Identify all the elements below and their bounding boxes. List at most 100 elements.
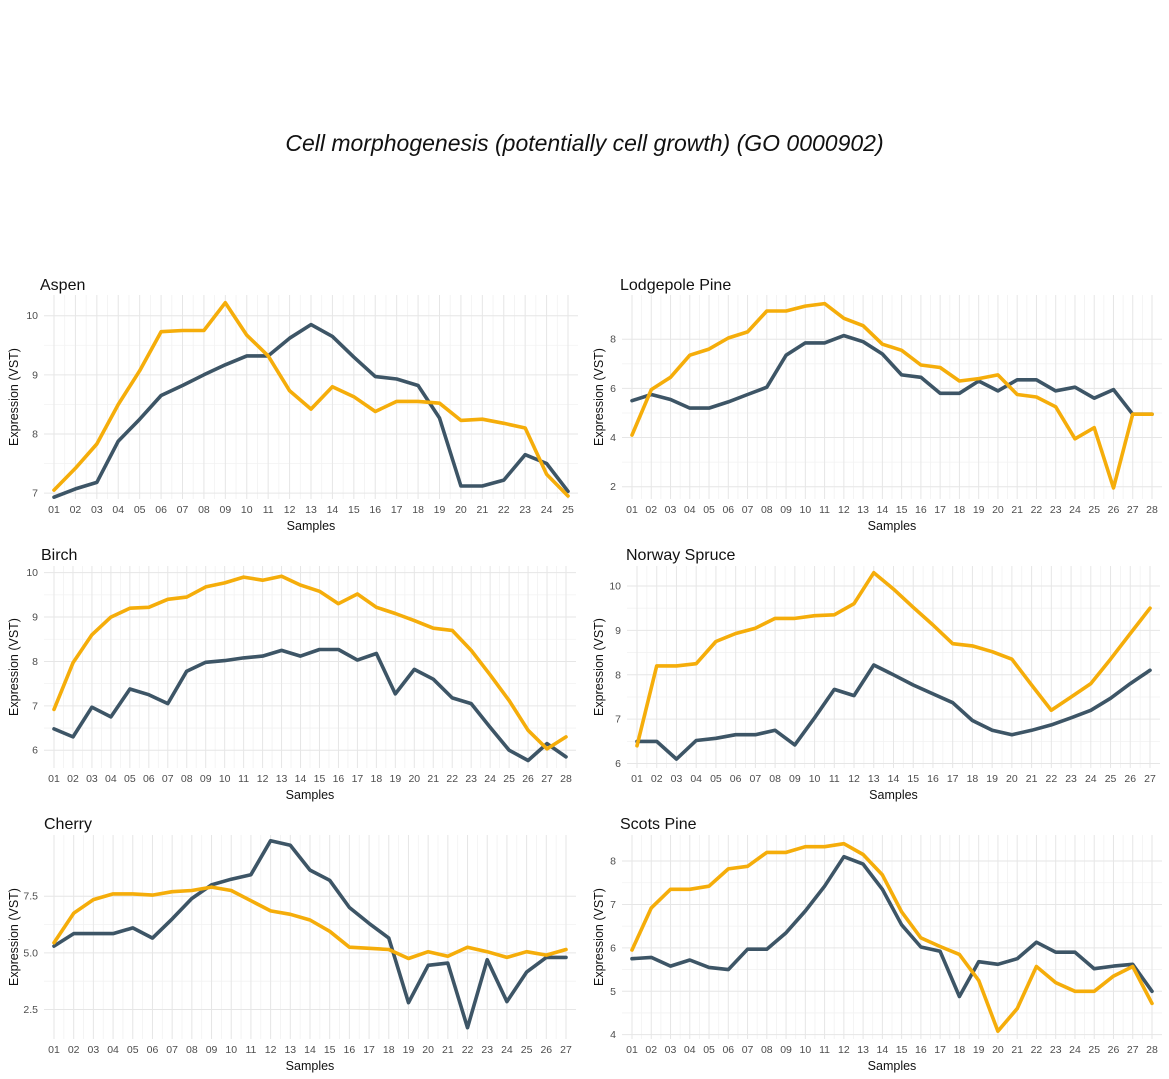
x-tick-label: 04 [112,504,124,516]
panel-aspen: 7 8 9 10 01 02 03 04 05 06 07 08 09 10 11 12 13 14 15 16 17 1… [7,277,578,533]
y-tick-label: 10 [26,310,38,322]
y-tick-label: 9 [32,369,38,381]
x-tick-label: 24 [501,1044,513,1056]
x-tick-label: 20 [408,773,420,785]
x-tick-label: 04 [107,1044,119,1056]
x-tick-label: 01 [48,504,60,516]
y-tick-label: 2.5 [23,1004,38,1016]
x-tick-label: 25 [503,773,515,785]
y-axis-label: Expression (VST) [7,348,21,446]
x-tick-label: 02 [645,504,657,516]
y-tick-label: 8 [32,428,38,440]
x-tick-label: 18 [412,504,424,516]
x-tick-label: 18 [954,1044,966,1056]
x-tick-label: 12 [838,1044,850,1056]
x-tick-label: 15 [896,1044,908,1056]
x-tick-label: 12 [265,1044,277,1056]
series-line-dark [630,854,1154,999]
x-tick-label: 14 [304,1044,316,1056]
x-tick-label: 08 [198,504,210,516]
y-tick-label: 7 [32,488,38,500]
x-tick-label: 24 [541,504,553,516]
x-tick-label: 25 [562,504,574,516]
x-tick-label: 19 [973,1044,985,1056]
y-tick-label: 8 [610,856,616,868]
x-tick-label: 06 [155,504,167,516]
x-tick-label: 25 [521,1044,533,1056]
x-axis-label: Samples [286,1059,335,1073]
x-tick-label: 07 [742,504,754,516]
x-tick-label: 02 [651,773,663,785]
figure-title: Cell morphogenesis (potentially cell gro… [285,130,884,156]
y-axis-label: Expression (VST) [592,348,606,446]
x-tick-label: 18 [954,504,966,516]
x-tick-label: 18 [371,773,383,785]
x-tick-label: 07 [750,773,762,785]
x-tick-label: 28 [560,773,572,785]
y-tick-label: 10 [26,567,38,579]
x-tick-label: 17 [947,773,959,785]
x-tick-label: 11 [245,1044,256,1056]
x-tick-label: 12 [848,773,860,785]
x-tick-label: 03 [91,504,103,516]
x-tick-label: 04 [690,773,702,785]
x-tick-label: 26 [1124,773,1136,785]
y-axis-label: Expression (VST) [7,888,21,986]
x-tick-label: 12 [284,504,296,516]
x-tick-label: 01 [626,504,638,516]
x-tick-label: 20 [455,504,467,516]
x-tick-label: 09 [780,504,792,516]
x-axis-label: Samples [868,1059,917,1073]
x-tick-label: 09 [219,504,231,516]
x-tick-label: 03 [665,1044,677,1056]
x-axis-label: Samples [286,788,335,802]
x-tick-label: 16 [927,773,939,785]
x-tick-label: 23 [1050,1044,1062,1056]
y-tick-label: 8 [32,656,38,668]
x-tick-label: 27 [1144,773,1156,785]
y-tick-label: 9 [615,625,621,637]
x-tick-label: 21 [1011,504,1023,516]
x-tick-label: 12 [838,504,850,516]
x-tick-label: 03 [671,773,683,785]
x-tick-label: 17 [934,1044,946,1056]
series-line-gold [630,841,1154,1033]
x-tick-label: 21 [427,773,439,785]
x-axis-label: Samples [868,519,917,533]
x-tick-label: 18 [967,773,979,785]
x-tick-label: 22 [1046,773,1058,785]
y-tick-label: 2 [610,481,616,493]
x-tick-label: 02 [68,1044,80,1056]
x-tick-label: 10 [219,773,231,785]
x-tick-label: 27 [560,1044,572,1056]
x-tick-label: 27 [1127,1044,1139,1056]
x-tick-label: 09 [789,773,801,785]
x-tick-label: 15 [314,773,326,785]
x-tick-label: 17 [391,504,403,516]
x-tick-label: 05 [134,504,146,516]
x-tick-label: 06 [722,1044,734,1056]
panel-scots-pine: 4 5 6 7 8 01 02 03 04 05 06 07 08 09 10 11 12 13 14 15 16 17 1… [592,816,1162,1073]
x-tick-label: 05 [703,1044,715,1056]
y-tick-label: 5 [610,986,616,998]
y-tick-label: 4 [610,1029,616,1041]
x-tick-label: 23 [1050,504,1062,516]
x-tick-label: 13 [284,1044,296,1056]
y-tick-label: 5.0 [23,947,38,959]
x-tick-label: 02 [67,773,79,785]
x-tick-label: 20 [1006,773,1018,785]
x-tick-label: 10 [799,1044,811,1056]
x-tick-label: 01 [48,773,60,785]
x-tick-label: 21 [1011,1044,1023,1056]
series-line-gold [52,574,568,751]
x-tick-label: 12 [257,773,269,785]
x-axis-label: Samples [287,519,336,533]
x-tick-label: 23 [519,504,531,516]
y-tick-label: 7 [32,700,38,712]
x-tick-label: 07 [742,1044,754,1056]
x-tick-label: 01 [48,1044,60,1056]
x-tick-label: 25 [1088,1044,1100,1056]
y-tick-label: 7.5 [23,891,38,903]
x-tick-label: 22 [462,1044,474,1056]
